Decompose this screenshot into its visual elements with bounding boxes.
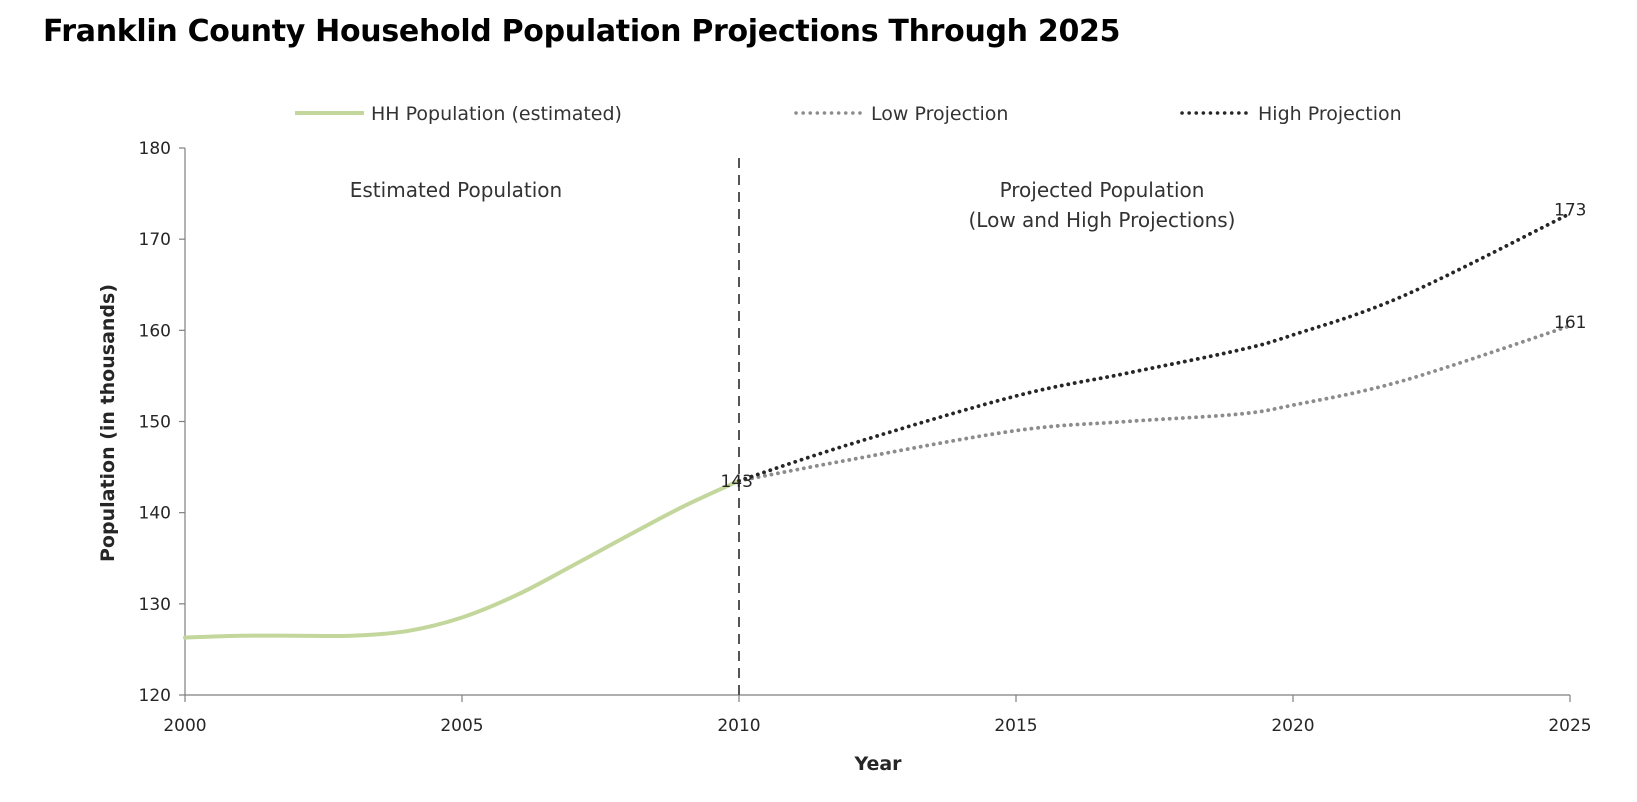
y-tick-label: 150 [139,413,171,433]
x-tick-label: 2000 [163,716,206,736]
y-tick-label: 180 [139,139,171,159]
x-tick-label: 2025 [1548,716,1591,736]
series-line-estimated [183,478,741,640]
legend-label-high: High Projection [1258,103,1402,125]
legend-item-high: High Projection [1180,103,1402,125]
region-label-projected-sub: (Low and High Projections) [969,208,1236,232]
x-tick-label: 2020 [1271,716,1314,736]
data-label-low-2025: 161 [1554,313,1586,333]
y-tick-label: 130 [139,595,171,615]
x-tick-label: 2005 [440,716,483,736]
legend-label-estimated: HH Population (estimated) [371,103,622,125]
legend-label-low: Low Projection [871,103,1008,125]
region-label-estimated: Estimated Population [350,178,562,202]
region-label-projected: Projected Population [1000,178,1205,202]
x-axis-title: Year [853,753,902,775]
y-tick-label: 120 [139,686,171,706]
legend-item-low: Low Projection [794,103,1008,125]
plot-area: 120 130 140 150 160 170 180 2000 2005 2010 2015 202… [139,139,1592,736]
y-tick-label: 170 [139,230,171,250]
x-tick-label: 2015 [994,716,1037,736]
series-line-high [737,211,1572,483]
y-tick-label: 140 [139,504,171,524]
data-label-high-2025: 173 [1554,201,1586,221]
chart-title: Franklin County Household Population Pro… [43,14,1121,49]
series-line-low [737,323,1572,483]
legend: HH Population (estimated) Low Projection… [295,103,1402,125]
y-tick-label: 160 [139,321,171,341]
legend-item-estimated: HH Population (estimated) [295,103,622,125]
x-tick-label: 2010 [717,716,760,736]
y-axis-title: Population (in thousands) [97,284,119,562]
data-label-2010: 143 [721,472,753,492]
